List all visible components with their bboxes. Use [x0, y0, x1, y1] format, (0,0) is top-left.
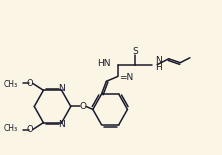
Text: H: H	[155, 63, 162, 72]
Text: O: O	[27, 125, 33, 134]
Text: S: S	[132, 47, 138, 56]
Text: O: O	[80, 102, 87, 111]
Text: N: N	[58, 84, 65, 93]
Text: CH₃: CH₃	[3, 80, 18, 89]
Text: O: O	[27, 79, 33, 88]
Text: N: N	[58, 120, 65, 129]
Text: CH₃: CH₃	[3, 124, 18, 133]
Text: HN: HN	[97, 59, 110, 68]
Text: =N: =N	[119, 73, 133, 82]
Text: N: N	[155, 56, 162, 65]
